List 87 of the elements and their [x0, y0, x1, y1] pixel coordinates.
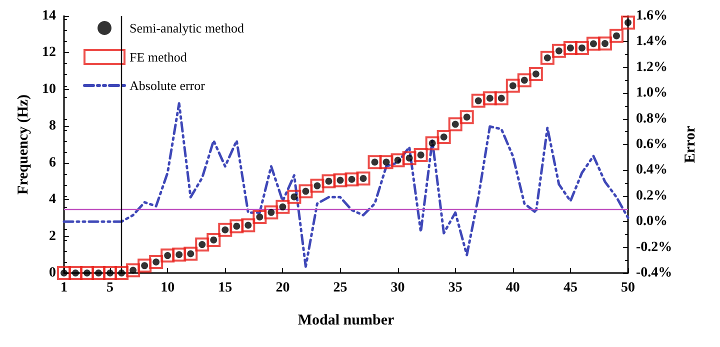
y2-tick-label: 1.6% [636, 8, 668, 24]
point [149, 254, 164, 269]
x-tick-label: 1 [60, 280, 68, 296]
y2-tick-label: 1.4% [636, 34, 668, 50]
point [436, 130, 451, 144]
x-tick-label: 15 [218, 280, 232, 296]
point [402, 151, 416, 166]
point [425, 136, 440, 150]
point [586, 36, 600, 51]
x-tick-label: 35 [448, 280, 462, 296]
point [621, 16, 635, 30]
point [195, 238, 210, 252]
x-tick-label: 30 [390, 280, 405, 296]
point [344, 172, 359, 186]
point [230, 219, 244, 234]
point [126, 263, 140, 278]
y2-tick-label: 0.4% [636, 162, 668, 178]
x-axis-title: Modal number [298, 312, 394, 328]
legend-label: Semi-analytic method [130, 20, 244, 36]
point [368, 155, 382, 170]
point [298, 184, 313, 198]
point [552, 44, 566, 58]
x-tick-label: 45 [563, 280, 578, 296]
point [390, 153, 405, 168]
legend-label: Absolute error [130, 78, 206, 93]
x-tick-label: 50 [621, 280, 635, 296]
y-tick-label: 2 [49, 228, 56, 244]
y-tick-label: 6 [49, 155, 56, 170]
legend-label: FE method [130, 50, 188, 64]
line-series [62, 102, 630, 268]
point [517, 73, 532, 88]
point [460, 110, 474, 124]
point [241, 218, 256, 232]
x-tick-label: 40 [506, 280, 520, 296]
point [609, 28, 624, 43]
y-tick-label: 14 [42, 8, 56, 24]
point [379, 155, 394, 170]
y-tick-label: 10 [42, 82, 56, 97]
point [448, 117, 462, 132]
point [482, 91, 497, 106]
point [218, 222, 232, 237]
y-tick-label: 12 [42, 45, 56, 60]
y-tick-label: 0 [49, 266, 56, 280]
point [322, 174, 336, 188]
point [310, 178, 324, 193]
x-tick-label: 10 [160, 280, 175, 296]
point [287, 190, 302, 204]
point [206, 232, 221, 247]
point [563, 40, 578, 55]
point [57, 266, 71, 280]
y-tick-label: 8 [49, 118, 56, 134]
point [138, 258, 152, 273]
y2-axis-title: Error [682, 126, 699, 164]
x-tick-label: 5 [106, 280, 114, 296]
point [80, 266, 94, 280]
y2-tick-label: 0.8% [636, 111, 668, 126]
point [528, 67, 543, 82]
y-axis-title: Frequency (Hz) [16, 94, 32, 195]
point [574, 40, 589, 55]
y2-tick-label: -0.4% [636, 266, 672, 280]
point [92, 266, 106, 280]
point [276, 200, 290, 214]
y2-tick-label: 1.0% [636, 86, 668, 101]
point [414, 148, 428, 162]
y2-tick-label: 0.2% [636, 188, 668, 204]
point [252, 210, 267, 224]
point [184, 246, 198, 261]
point [103, 266, 118, 280]
point [471, 94, 486, 108]
y2-tick-label: 0.0% [636, 214, 668, 230]
point [333, 173, 348, 188]
y-tick-label: 4 [49, 192, 56, 208]
point [540, 50, 554, 65]
point [506, 78, 520, 93]
point [114, 266, 129, 280]
y2-tick-label: 1.2% [636, 60, 668, 75]
point [356, 171, 370, 186]
x-tick-label: 25 [333, 280, 348, 296]
point [598, 36, 612, 51]
y2-tick-label: -0.2% [636, 240, 672, 255]
point [494, 91, 508, 106]
point [68, 266, 83, 280]
point [160, 248, 175, 263]
point [264, 205, 278, 220]
y2-tick-label: 0.6% [636, 137, 668, 152]
x-tick-label: 20 [276, 280, 290, 296]
point [172, 248, 186, 262]
